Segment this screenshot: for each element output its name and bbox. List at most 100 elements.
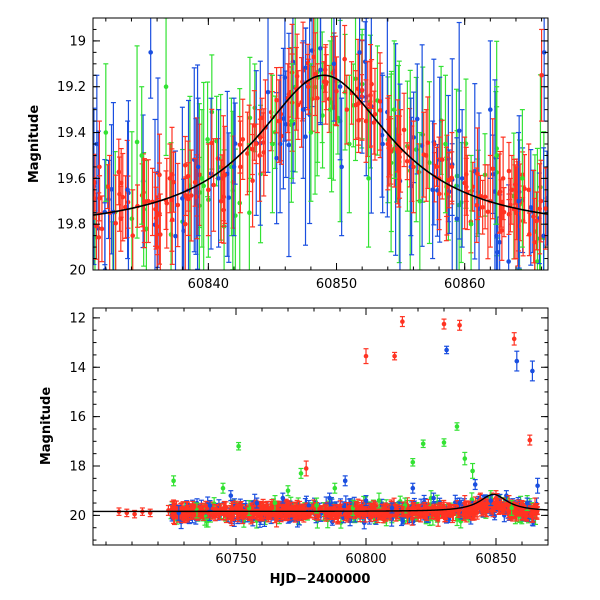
data-point — [423, 153, 429, 158]
data-point — [506, 168, 512, 174]
dense-point-blue — [106, 159, 112, 240]
dense-point-red — [188, 149, 194, 242]
data-point — [118, 180, 124, 186]
data-point — [247, 210, 252, 216]
series-point-red — [218, 159, 224, 244]
data-point — [206, 187, 211, 193]
data-point — [344, 107, 350, 112]
data-point — [211, 182, 216, 188]
series-point-green — [442, 74, 448, 214]
data-point — [265, 89, 271, 95]
data-point — [261, 150, 267, 155]
data-point — [535, 259, 540, 264]
data-point — [474, 202, 480, 208]
data-point — [274, 97, 279, 103]
data-point — [480, 204, 485, 210]
series-point-green — [327, 40, 333, 179]
data-point — [182, 221, 188, 227]
data-point — [218, 198, 224, 204]
data-point — [414, 116, 420, 122]
data-point — [96, 235, 102, 240]
data-point — [454, 216, 460, 222]
dense-point-red — [274, 66, 280, 134]
dense-point-green — [374, 45, 380, 156]
series-point-red — [305, 58, 311, 115]
data-point — [368, 93, 373, 98]
dense-point-red — [211, 138, 217, 232]
series-point-blue — [516, 131, 522, 270]
data-point — [311, 54, 316, 60]
data-point — [520, 218, 526, 224]
dense-point-red — [439, 119, 445, 200]
series-point-blue — [148, 18, 154, 99]
series-point-blue — [300, 40, 306, 179]
dense-point-red — [342, 24, 348, 94]
data-point — [526, 187, 532, 193]
data-point — [534, 218, 539, 224]
dense-point-blue — [179, 106, 185, 270]
dense-point-blue — [109, 124, 115, 255]
data-point — [199, 176, 205, 181]
series-point-blue — [231, 97, 237, 237]
y-tick-label: 19 — [69, 34, 86, 49]
y-tick-label: 19.4 — [57, 126, 86, 141]
data-point — [443, 141, 448, 147]
data-point — [257, 153, 262, 158]
data-point — [192, 180, 198, 185]
series-point-green — [103, 63, 109, 202]
data-point — [342, 56, 347, 62]
dense-point-red — [433, 146, 439, 187]
data-point — [357, 50, 362, 55]
data-point — [253, 141, 259, 147]
dense-point-red — [175, 162, 181, 248]
data-point — [270, 141, 275, 147]
dense-point-red — [367, 60, 373, 149]
dense-point-blue — [528, 149, 534, 266]
dense-point-red — [253, 123, 259, 165]
series-point-red — [285, 63, 291, 134]
data-point — [145, 198, 151, 204]
data-point — [109, 187, 114, 192]
series-point-red — [130, 189, 136, 270]
dense-point-blue — [541, 147, 547, 270]
series-point-red — [237, 120, 243, 214]
data-point — [167, 176, 173, 181]
data-point — [188, 193, 194, 198]
data-point — [372, 111, 378, 117]
series-point-blue — [195, 97, 201, 237]
data-point — [294, 73, 300, 79]
series-point-blue — [216, 109, 222, 248]
series-point-red — [526, 143, 532, 237]
series-point-red — [372, 67, 378, 161]
dense-point-red — [534, 191, 540, 251]
data-point — [113, 221, 119, 226]
series-point-red — [539, 28, 545, 122]
data-point — [318, 67, 323, 73]
data-point — [240, 137, 246, 142]
dense-point-blue — [337, 18, 343, 161]
series-point-green — [494, 86, 500, 225]
data-point — [144, 226, 149, 232]
series-point-red — [353, 70, 359, 141]
dense-point-blue — [303, 27, 309, 246]
dense-point-red — [192, 157, 198, 207]
data-point — [497, 240, 502, 245]
data-point — [459, 176, 465, 181]
data-point — [337, 84, 343, 89]
series-point-red — [385, 97, 391, 191]
dense-point-blue — [456, 21, 462, 240]
data-point — [531, 214, 536, 219]
data-point — [93, 180, 98, 185]
data-point — [367, 102, 373, 107]
dense-point-red — [240, 98, 246, 180]
series-point-red — [423, 109, 429, 202]
data-point — [417, 198, 423, 204]
dense-point-blue — [318, 18, 324, 126]
series-point-blue — [430, 120, 436, 260]
data-point — [94, 141, 100, 147]
data-point — [154, 244, 160, 250]
data-point — [163, 84, 169, 90]
series-point-red — [182, 177, 188, 270]
data-point — [158, 232, 163, 237]
